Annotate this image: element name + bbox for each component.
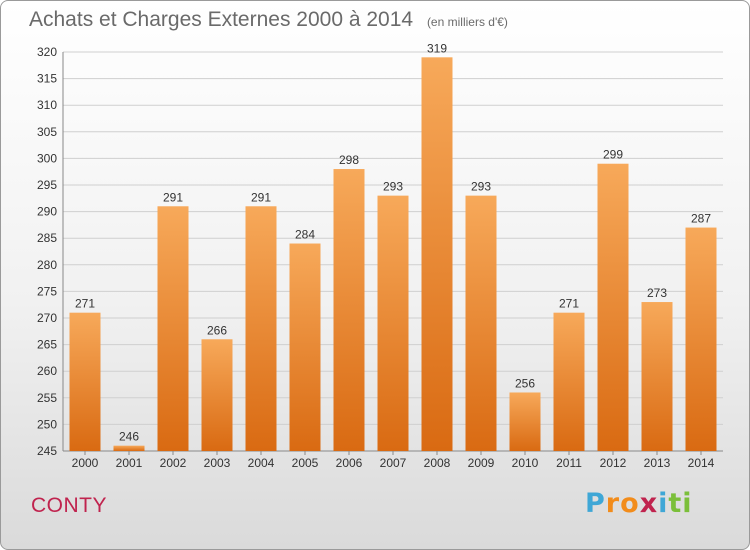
bar-2011 [553,312,585,451]
y-tick-label: 265 [37,338,57,352]
x-axis-ticks: 2000 2001 2002 2003 2004 2005 2006 2007 2008 2009… [72,451,715,470]
logo-letter: r [605,488,621,519]
x-tick-label: 2002 [160,456,187,470]
logo-letter: x [639,488,659,519]
x-tick-label: 2003 [204,456,231,470]
logo-letter: t [668,488,683,519]
value-label: 246 [119,430,139,444]
chart-unit-note: (en milliers d'€) [426,15,508,29]
y-tick-label: 260 [37,364,57,378]
y-tick-label: 315 [37,72,57,86]
bar-2009 [465,195,497,451]
logo-letter: i [658,488,669,519]
x-tick-label: 2001 [116,456,143,470]
logo-letter: P [585,488,606,519]
y-tick-label: 310 [37,98,57,112]
bar-2014 [685,227,717,451]
y-tick-label: 305 [37,125,57,139]
value-label: 319 [427,41,447,55]
bar-2000 [69,312,101,451]
bar-2002 [157,206,189,451]
y-tick-label: 250 [37,417,57,431]
bar-2010 [509,392,541,451]
y-tick-label: 295 [37,178,57,192]
y-tick-label: 280 [37,258,57,272]
bar-2008 [421,57,453,451]
value-labels: 271 246 291 266 291 284 298 293 319 293 256 271 299 2… [75,41,711,443]
bar-2012 [597,163,629,451]
value-label: 271 [75,297,95,311]
x-tick-label: 2012 [600,456,627,470]
logo-letter: i [682,488,693,519]
bar-2004 [245,206,277,451]
value-label: 273 [647,286,667,300]
x-tick-label: 2006 [336,456,363,470]
y-tick-label: 320 [37,45,57,59]
y-tick-label: 245 [37,444,57,458]
bars [69,57,717,452]
x-tick-label: 2000 [72,456,99,470]
value-label: 287 [691,212,711,226]
y-tick-label: 270 [37,311,57,325]
bar-2007 [377,195,409,451]
value-label: 266 [207,323,227,337]
value-label: 291 [251,190,271,204]
x-tick-label: 2010 [512,456,539,470]
y-tick-label: 285 [37,231,57,245]
value-label: 284 [295,228,315,242]
x-tick-label: 2007 [380,456,407,470]
y-tick-label: 255 [37,391,57,405]
value-label: 271 [559,297,579,311]
x-tick-label: 2014 [688,456,715,470]
y-axis-ticks: 245 250 255 260 265 270 275 280 285 290 295 300 305 3… [37,45,57,458]
x-tick-label: 2005 [292,456,319,470]
value-label: 291 [163,190,183,204]
y-tick-label: 300 [37,151,57,165]
chart-title: Achats et Charges Externes 2000 à 2014 (… [29,8,508,32]
proxiti-logo: Proxiti [585,488,693,519]
x-tick-label: 2004 [248,456,275,470]
value-label: 293 [383,180,403,194]
value-label: 256 [515,376,535,390]
value-label: 293 [471,180,491,194]
y-tick-label: 290 [37,205,57,219]
x-tick-label: 2008 [424,456,451,470]
bar-2013 [641,302,673,451]
bar-2005 [289,243,321,451]
city-name: CONTY [31,494,107,517]
bar-2006 [333,169,365,452]
logo-letter: o [620,488,640,519]
y-tick-label: 275 [37,284,57,298]
bar-2003 [201,339,233,451]
value-label: 298 [339,153,359,167]
chart-title-text: Achats et Charges Externes 2000 à 2014 [29,8,414,31]
x-tick-label: 2011 [556,456,582,470]
bar-2001 [113,445,145,451]
value-label: 299 [603,148,623,162]
x-tick-label: 2013 [644,456,671,470]
x-tick-label: 2009 [468,456,495,470]
